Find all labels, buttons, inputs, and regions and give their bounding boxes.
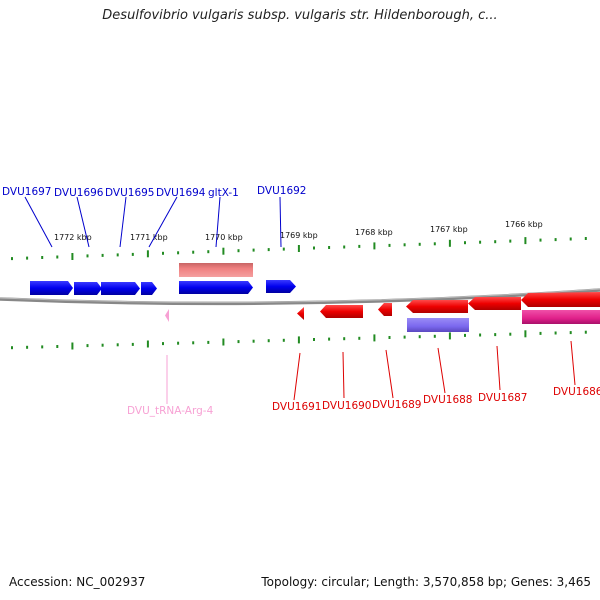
gene-dvu1686[interactable] <box>521 292 600 307</box>
kbp-label: 1770 kbp <box>205 233 243 242</box>
gene-label-dvu1697[interactable]: DVU1697 <box>2 186 52 198</box>
chromosome-backbone <box>0 288 600 306</box>
kbp-label: 1771 kbp <box>130 233 168 242</box>
gene-label-dvu1696[interactable]: DVU1696 <box>54 187 104 199</box>
gene-dvu1687[interactable] <box>468 297 521 310</box>
accession-text: Accession: NC_002937 <box>9 575 146 589</box>
top-leader-lines <box>24 196 282 248</box>
gene-dvu1688[interactable] <box>406 300 468 313</box>
kbp-label: 1769 kbp <box>280 231 318 240</box>
feature-box-magenta[interactable] <box>522 310 600 324</box>
scale-ticks-bottom <box>11 330 587 350</box>
gene-label-dvu1686[interactable]: DVU1686 <box>553 386 600 398</box>
gene-label-dvu1691[interactable]: DVU1691 <box>272 401 322 413</box>
scale-ticks-top <box>11 237 587 261</box>
kbp-label: 1767 kbp <box>430 225 468 234</box>
gene-label-dvu1689[interactable]: DVU1689 <box>372 399 422 411</box>
gene-dvu1696[interactable] <box>74 282 102 295</box>
trna-dvu-trna-arg-4[interactable] <box>165 309 169 322</box>
gene-label-dvu1695[interactable]: DVU1695 <box>105 187 155 199</box>
gene-label-dvu1688[interactable]: DVU1688 <box>423 394 473 406</box>
gene-dvu1689[interactable] <box>378 303 392 316</box>
gene-dvu1695[interactable] <box>101 282 140 295</box>
gene-label-dvu1687[interactable]: DVU1687 <box>478 392 528 404</box>
kbp-label: 1766 kbp <box>505 220 543 229</box>
gene-gltx-1[interactable] <box>179 281 253 294</box>
bottom-leader-lines <box>293 340 576 401</box>
plus-strand-genes <box>30 280 296 295</box>
gene-dvu1690[interactable] <box>320 305 363 318</box>
kbp-label: 1768 kbp <box>355 228 393 237</box>
gene-label-dvu1690[interactable]: DVU1690 <box>322 400 372 412</box>
feature-box-purple[interactable] <box>407 318 469 332</box>
feature-box-pink[interactable] <box>179 263 253 277</box>
kbp-label: 1772 kbp <box>54 233 92 242</box>
gene-label-gltx-1[interactable]: gltX-1 <box>208 187 239 199</box>
gene-dvu1694[interactable] <box>141 282 157 295</box>
gene-dvu1697[interactable] <box>30 281 73 295</box>
gene-label-dvu1694[interactable]: DVU1694 <box>156 187 206 199</box>
genome-summary-text: Topology: circular; Length: 3,570,858 bp… <box>261 575 591 589</box>
map-title: Desulfovibrio vulgaris subsp. vulgaris s… <box>102 8 498 23</box>
gene-dvu1692[interactable] <box>266 280 296 293</box>
trna-label[interactable]: DVU_tRNA-Arg-4 <box>127 405 214 417</box>
gene-label-dvu1692[interactable]: DVU1692 <box>257 185 307 197</box>
gene-dvu1691[interactable] <box>297 307 304 320</box>
minus-strand-genes <box>297 292 600 320</box>
